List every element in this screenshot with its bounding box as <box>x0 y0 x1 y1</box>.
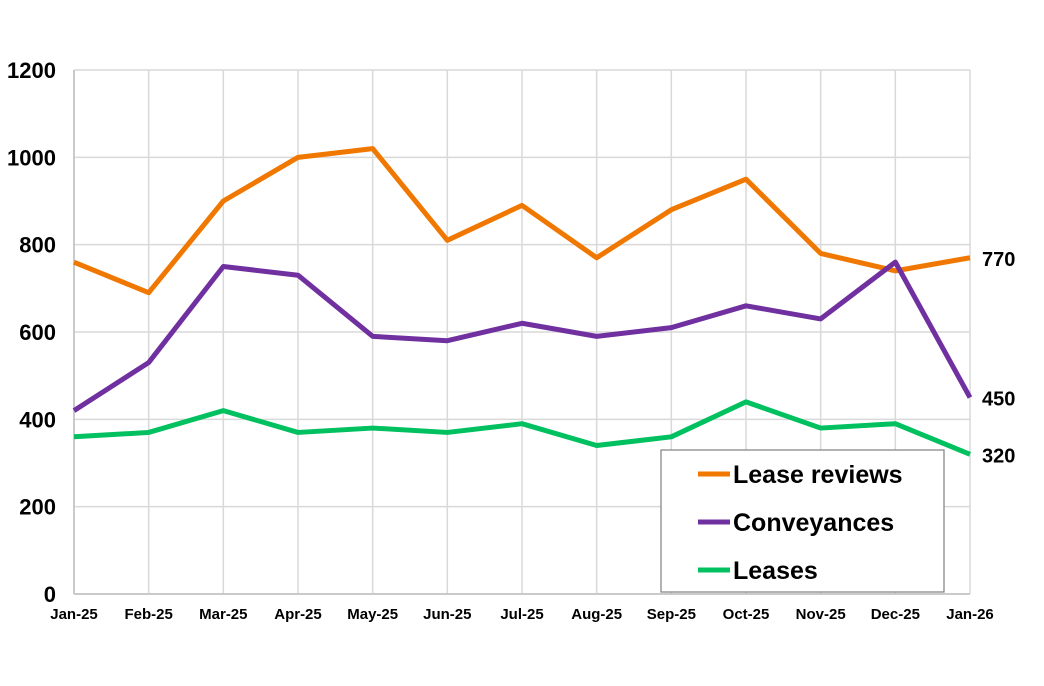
series-line-leases <box>73 399 971 457</box>
y-tick-label: 0 <box>44 582 56 607</box>
y-tick-label: 1000 <box>7 145 56 170</box>
axes: 0 200 400 600 800 1000 1200 Jan-25 Feb-25 Mar-25 A… <box>7 58 994 623</box>
x-tick-label: Apr-25 <box>274 606 322 623</box>
x-tick-label: Jan-25 <box>50 606 98 623</box>
x-tick-label: May-25 <box>347 606 398 623</box>
x-tick-label: Jun-25 <box>423 606 471 623</box>
x-tick-label: Sep-25 <box>647 606 696 623</box>
x-tick-label: Oct-25 <box>723 606 770 623</box>
legend-label: Lease reviews <box>733 461 903 489</box>
x-tick-label: Nov-25 <box>796 606 846 623</box>
y-tick-label: 200 <box>19 495 56 520</box>
y-tick-label: 1200 <box>7 58 56 83</box>
legend: Lease reviews Conveyances Leases <box>660 449 945 593</box>
x-tick-label: Feb-25 <box>124 606 172 623</box>
legend-label: Conveyances <box>733 509 894 537</box>
y-tick-label: 800 <box>19 233 56 258</box>
x-tick-label: Jan-26 <box>946 606 994 623</box>
x-tick-label: Aug-25 <box>571 606 622 623</box>
series-line-conveyances <box>72 259 973 413</box>
series-line-lease-reviews <box>73 146 971 296</box>
end-value-label: 770 <box>982 249 1015 271</box>
y-tick-label: 600 <box>19 320 56 345</box>
end-labels: 770 450 320 <box>982 249 1015 468</box>
series-group <box>72 146 973 457</box>
x-tick-label: Mar-25 <box>199 606 247 623</box>
end-value-label: 450 <box>982 389 1015 411</box>
end-value-label: 320 <box>982 445 1015 467</box>
x-tick-label: Jul-25 <box>500 606 543 623</box>
y-tick-label: 400 <box>19 407 56 432</box>
legend-label: Leases <box>733 557 818 585</box>
x-tick-label: Dec-25 <box>871 606 920 623</box>
